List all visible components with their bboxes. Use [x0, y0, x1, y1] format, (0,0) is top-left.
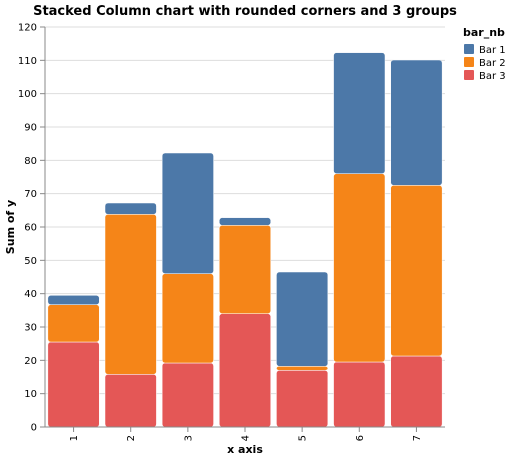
chart-title: Stacked Column chart with rounded corner…	[33, 4, 457, 19]
bar-bar-2-cat-1	[47, 304, 100, 343]
bar-bar-3-cat-6	[333, 361, 386, 428]
x-tick-label: 3	[183, 435, 194, 441]
bar-bar-3-cat-3	[161, 362, 214, 428]
bar-bar-1-cat-4	[219, 217, 271, 226]
x-tick-label: 1	[69, 435, 80, 441]
bar-bar-3-cat-2	[104, 374, 157, 428]
y-tick-label: 10	[24, 389, 37, 400]
legend: bar_nb Bar 1 Bar 2 Bar 3	[463, 26, 506, 82]
bar-bar-2-cat-4	[219, 225, 271, 314]
bar-bar-3-cat-5	[276, 370, 329, 428]
legend-swatch-bar-2	[464, 57, 474, 67]
x-tick-label: 6	[355, 435, 366, 441]
y-tick-label: 50	[24, 256, 37, 267]
y-tick-label: 90	[24, 123, 37, 134]
bar-bar-3-cat-1	[47, 341, 100, 428]
y-tick-label: 0	[31, 423, 37, 434]
x-tick-label: 7	[412, 435, 423, 441]
bar-bar-2-cat-7	[390, 185, 443, 357]
bar-bar-1-cat-3	[161, 152, 214, 274]
bar-bar-1-cat-7	[390, 59, 443, 186]
y-axis: 0 10 20 30 40 50 60 70 80 90 100 110 120	[18, 23, 46, 434]
y-tick-label: 110	[18, 56, 37, 67]
y-tick-label: 40	[24, 289, 37, 300]
y-tick-label: 30	[24, 323, 37, 334]
legend-title: bar_nb	[463, 26, 505, 39]
legend-swatch-bar-3	[464, 70, 474, 80]
bar-bar-2-cat-3	[161, 273, 214, 364]
x-tick-label: 4	[241, 435, 252, 441]
y-tick-label: 120	[18, 23, 37, 34]
bar-bar-2-cat-2	[104, 214, 157, 375]
bar-bar-1-cat-1	[47, 295, 100, 305]
legend-label: Bar 1	[479, 45, 506, 56]
bar-bar-1-cat-2	[104, 202, 157, 215]
y-tick-label: 80	[24, 156, 37, 167]
bars	[47, 52, 443, 428]
y-tick-label: 20	[24, 356, 37, 367]
x-axis: 1 2 3 4 5 6 7	[45, 426, 445, 441]
y-tick-label: 60	[24, 223, 37, 234]
bar-bar-2-cat-6	[333, 173, 386, 363]
legend-swatch-bar-1	[464, 44, 474, 54]
y-tick-label: 70	[24, 189, 37, 200]
legend-label: Bar 3	[479, 71, 506, 82]
y-tick-label: 100	[18, 89, 37, 100]
bar-bar-3-cat-4	[219, 313, 271, 428]
bar-bar-1-cat-6	[333, 52, 386, 174]
legend-label: Bar 2	[479, 58, 506, 69]
x-tick-label: 2	[126, 435, 137, 441]
bar-bar-3-cat-7	[390, 355, 443, 428]
x-axis-title: x axis	[227, 443, 263, 456]
bar-bar-2-cat-5	[276, 366, 329, 371]
bar-bar-1-cat-5	[276, 271, 329, 367]
y-axis-title: Sum of y	[4, 200, 17, 254]
x-tick-label: 5	[298, 435, 309, 441]
